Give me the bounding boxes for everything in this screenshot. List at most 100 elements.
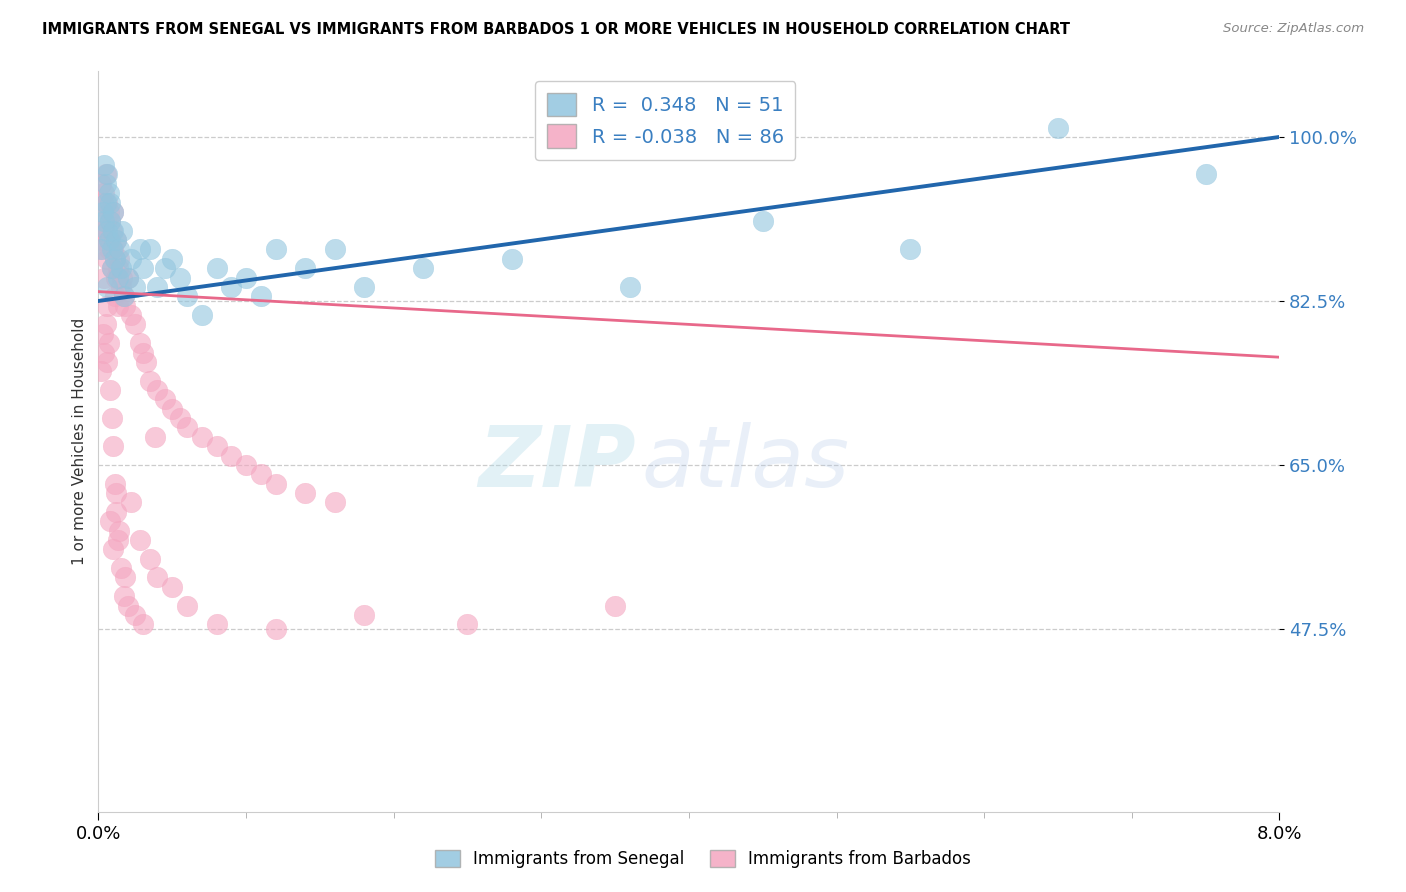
Text: Source: ZipAtlas.com: Source: ZipAtlas.com <box>1223 22 1364 36</box>
Point <box>96 224 118 238</box>
Point <box>107 261 129 276</box>
Legend: Immigrants from Senegal, Immigrants from Barbados: Immigrants from Senegal, Immigrants from… <box>429 843 977 875</box>
Point <box>103 205 125 219</box>
Point <box>132 345 155 359</box>
Point <box>100 261 122 276</box>
Text: atlas: atlas <box>641 422 849 505</box>
Point <box>191 308 214 322</box>
Point <box>205 439 228 453</box>
Point <box>104 289 127 303</box>
Point <box>605 599 627 613</box>
Point <box>108 252 131 266</box>
Point <box>91 195 114 210</box>
Point <box>98 195 121 210</box>
Point <box>97 336 120 351</box>
Point <box>176 289 198 303</box>
Point <box>98 214 121 228</box>
Point <box>94 318 117 332</box>
Point <box>264 622 287 636</box>
Point <box>146 383 169 397</box>
Y-axis label: 1 or more Vehicles in Household: 1 or more Vehicles in Household <box>72 318 87 566</box>
Point <box>139 551 162 566</box>
Point <box>98 383 121 397</box>
Point <box>103 439 125 453</box>
Point <box>112 289 135 303</box>
Point <box>128 336 150 351</box>
Point <box>323 243 346 257</box>
Point <box>176 420 198 434</box>
Point <box>120 495 142 509</box>
Point <box>128 533 150 547</box>
Point <box>117 599 139 613</box>
Point <box>294 261 316 276</box>
Point <box>104 252 127 266</box>
Point <box>100 261 122 276</box>
Point <box>107 299 129 313</box>
Point <box>103 205 125 219</box>
Point <box>112 289 135 303</box>
Point <box>132 261 155 276</box>
Point <box>221 280 243 294</box>
Point <box>900 243 922 257</box>
Point <box>235 270 257 285</box>
Point <box>94 177 117 191</box>
Point <box>146 280 169 294</box>
Point <box>93 345 115 359</box>
Point <box>96 168 118 182</box>
Point <box>114 570 136 584</box>
Point <box>96 355 118 369</box>
Point <box>108 524 131 538</box>
Point <box>139 374 162 388</box>
Point <box>110 261 132 276</box>
Point <box>124 280 146 294</box>
Point <box>457 617 479 632</box>
Point <box>98 214 121 228</box>
Point <box>114 299 136 313</box>
Point <box>353 280 375 294</box>
Point <box>93 270 115 285</box>
Point <box>89 224 111 238</box>
Point <box>250 289 273 303</box>
Point <box>117 270 139 285</box>
Point <box>294 486 316 500</box>
Point <box>96 299 118 313</box>
Point <box>146 570 169 584</box>
Point <box>93 214 115 228</box>
Point <box>90 364 112 378</box>
Point <box>162 401 183 416</box>
Point <box>105 505 128 519</box>
Point <box>124 607 146 622</box>
Point <box>94 214 117 228</box>
Text: ZIP: ZIP <box>478 422 636 505</box>
Point <box>96 195 118 210</box>
Point <box>104 476 127 491</box>
Point <box>235 458 257 472</box>
Point <box>501 252 523 266</box>
Point <box>323 495 346 509</box>
Point <box>111 270 134 285</box>
Point <box>264 476 287 491</box>
Point <box>162 252 183 266</box>
Point <box>90 243 112 257</box>
Point <box>93 224 115 238</box>
Point <box>97 205 120 219</box>
Point <box>412 261 434 276</box>
Point <box>107 533 129 547</box>
Point <box>120 252 142 266</box>
Point <box>108 243 131 257</box>
Point <box>93 186 115 201</box>
Point <box>169 411 191 425</box>
Point <box>176 599 198 613</box>
Point <box>120 308 142 322</box>
Point <box>132 617 155 632</box>
Point <box>90 243 112 257</box>
Point <box>153 392 176 407</box>
Text: IMMIGRANTS FROM SENEGAL VS IMMIGRANTS FROM BARBADOS 1 OR MORE VEHICLES IN HOUSEH: IMMIGRANTS FROM SENEGAL VS IMMIGRANTS FR… <box>42 22 1070 37</box>
Point <box>97 233 120 247</box>
Point <box>93 158 115 172</box>
Point <box>1046 120 1070 135</box>
Point <box>100 411 122 425</box>
Point <box>1195 168 1218 182</box>
Point <box>97 186 120 201</box>
Point <box>94 195 117 210</box>
